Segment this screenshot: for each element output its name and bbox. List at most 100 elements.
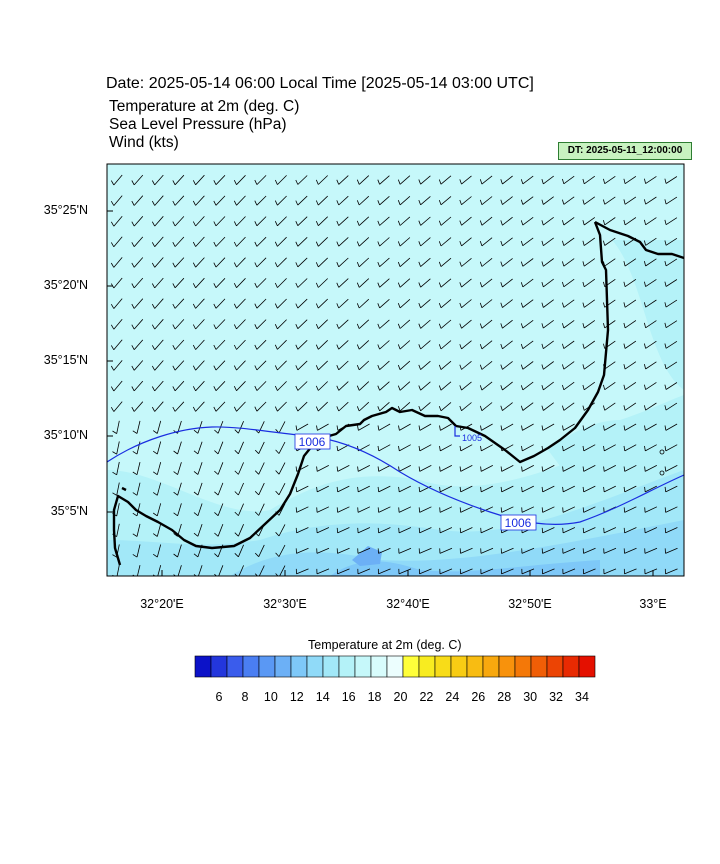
wind-barb xyxy=(460,444,473,452)
wind-barb xyxy=(136,523,141,537)
wind-barb-tick xyxy=(377,261,380,267)
wind-barb xyxy=(522,444,534,452)
wind-barb-tick xyxy=(479,199,483,205)
wind-barb xyxy=(379,257,390,268)
wind-barb-tick xyxy=(500,199,503,205)
wind-barb-tick xyxy=(418,425,421,431)
wind-barb xyxy=(460,485,473,493)
wind-barb xyxy=(337,444,350,452)
wind-barb xyxy=(665,196,678,205)
wind-barb xyxy=(460,506,473,513)
colorbar-swatch xyxy=(226,655,244,678)
isobar-label-1005: 1005 xyxy=(462,433,482,443)
wind-barb xyxy=(338,216,349,226)
wind-barb-tick xyxy=(377,344,380,350)
wind-barb-tick xyxy=(603,405,606,411)
wind-barb-tick xyxy=(520,302,524,308)
wind-barb-tick xyxy=(254,303,258,309)
wind-barb xyxy=(563,381,575,391)
wind-barb-tick xyxy=(664,486,667,492)
colorbar-swatch xyxy=(450,655,468,678)
wind-barb xyxy=(116,441,120,455)
wind-barb xyxy=(338,175,349,185)
wind-barb xyxy=(154,360,164,371)
wind-barb xyxy=(583,237,596,246)
wind-barb-tick xyxy=(541,384,544,391)
wind-barb-tick xyxy=(192,241,196,247)
wind-barb xyxy=(502,319,513,329)
wind-barb xyxy=(481,319,493,329)
wind-barb xyxy=(624,196,637,205)
wind-barb-tick xyxy=(213,386,217,391)
wind-barb xyxy=(502,258,513,267)
wind-barb xyxy=(318,278,328,288)
wind-barb xyxy=(420,216,431,226)
wind-barb xyxy=(316,527,330,534)
wind-barb xyxy=(398,568,412,575)
wind-barb xyxy=(279,565,286,576)
wind-barb xyxy=(583,320,596,329)
wind-barb-tick xyxy=(254,449,259,454)
wind-barb xyxy=(398,527,412,534)
wind-barb xyxy=(278,462,286,475)
wind-barb-tick xyxy=(438,261,442,267)
wind-barb-tick xyxy=(295,406,299,412)
wind-barb xyxy=(645,196,657,205)
wind-barb xyxy=(481,423,493,431)
wind-barb xyxy=(645,217,657,226)
wind-barb-tick xyxy=(582,445,585,451)
lon-label-1: 32°20'E xyxy=(140,597,184,611)
wind-barb xyxy=(644,527,658,534)
wind-barb xyxy=(217,503,224,516)
wind-barb-tick xyxy=(132,554,138,558)
wind-barb-tick xyxy=(664,343,667,349)
wind-barb-tick xyxy=(541,364,544,370)
wind-barb-tick xyxy=(459,344,462,350)
wind-barb-tick xyxy=(644,364,646,370)
wind-barb xyxy=(624,361,637,370)
wind-barb xyxy=(522,381,534,391)
wind-barb-tick xyxy=(356,241,360,247)
wind-barb-tick xyxy=(295,179,299,185)
wind-barb-tick xyxy=(500,364,503,370)
wind-barb xyxy=(665,382,678,390)
wind-barb-tick xyxy=(582,281,585,287)
wind-barb-tick xyxy=(213,180,217,185)
wind-barb-tick xyxy=(521,425,523,431)
wind-barb xyxy=(645,340,657,349)
wind-barb xyxy=(154,236,164,247)
wind-barb-tick xyxy=(418,261,421,267)
wind-barb-tick xyxy=(623,486,626,492)
wind-barb xyxy=(563,278,575,288)
wind-barb xyxy=(277,319,287,330)
wind-barb-tick xyxy=(418,385,421,391)
wind-barb-tick xyxy=(131,200,135,206)
wind-barb-tick xyxy=(336,445,339,451)
wind-barb-tick xyxy=(582,302,585,308)
wind-barb-tick xyxy=(315,179,319,185)
wind-barb xyxy=(358,298,370,309)
wind-barb xyxy=(236,401,246,412)
wind-barb xyxy=(116,503,120,517)
wind-barb-tick xyxy=(233,303,237,309)
wind-barb xyxy=(522,402,534,411)
wind-barb xyxy=(113,257,123,268)
wind-barb-tick xyxy=(233,221,237,227)
wind-barb xyxy=(217,441,224,455)
wind-barb-tick xyxy=(377,486,380,492)
wind-barb xyxy=(583,299,596,308)
wind-barb xyxy=(563,423,575,431)
wind-barb xyxy=(521,568,535,575)
wind-barb xyxy=(113,401,123,412)
wind-barb xyxy=(461,237,472,247)
wind-barb-tick xyxy=(315,282,319,288)
wind-barb-tick xyxy=(603,302,606,308)
wind-barb-tick xyxy=(541,405,544,411)
wind-barb-tick xyxy=(623,261,626,267)
wind-barb xyxy=(318,216,328,226)
wind-barb xyxy=(358,278,370,288)
wind-barb xyxy=(116,461,120,475)
wind-barb-tick xyxy=(172,365,176,371)
wind-barb xyxy=(218,565,224,576)
wind-barb xyxy=(277,360,287,371)
